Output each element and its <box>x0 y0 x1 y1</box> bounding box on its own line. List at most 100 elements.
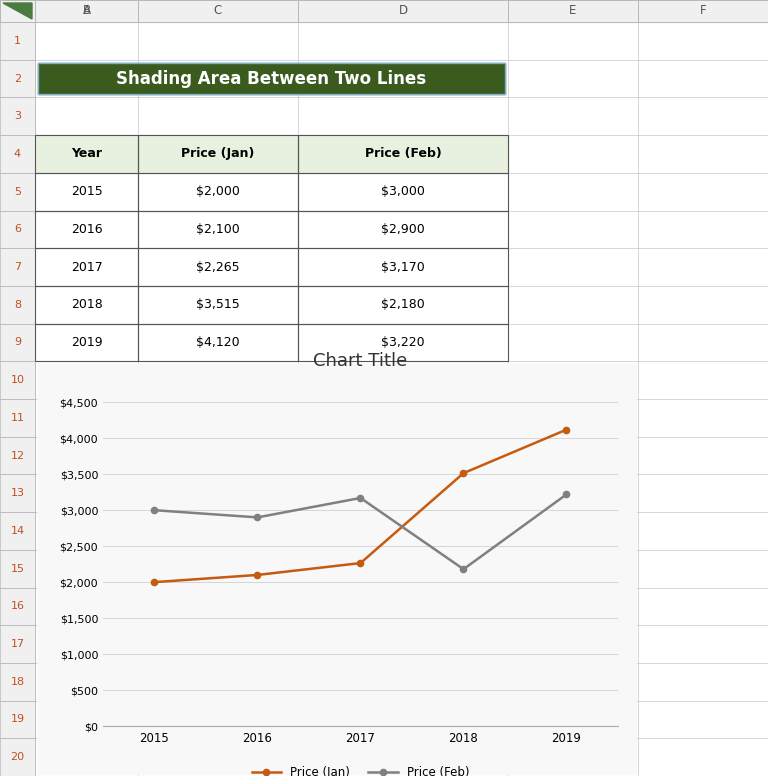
Text: Year: Year <box>71 147 102 161</box>
Text: A: A <box>82 5 91 18</box>
Bar <box>38 364 636 774</box>
Bar <box>0 135 35 173</box>
Bar <box>638 0 768 22</box>
Bar <box>0 286 35 324</box>
Bar <box>0 587 35 625</box>
Text: 10: 10 <box>11 375 25 385</box>
Bar <box>0 22 35 60</box>
Bar <box>0 173 35 210</box>
Bar <box>0 701 35 738</box>
Bar <box>0 663 35 701</box>
Bar <box>35 135 138 173</box>
Price (Jan) <box>356 559 365 568</box>
Text: 17: 17 <box>11 639 25 649</box>
Bar <box>138 248 298 286</box>
Bar <box>0 210 35 248</box>
Text: 2019: 2019 <box>71 336 102 349</box>
Bar <box>0 437 35 474</box>
Legend: Price (Jan), Price (Feb): Price (Jan), Price (Feb) <box>247 762 474 776</box>
Bar <box>298 0 508 22</box>
Price (Feb) <box>459 564 468 573</box>
Bar <box>35 173 138 210</box>
Bar <box>0 0 768 22</box>
Text: 12: 12 <box>11 451 25 460</box>
Bar <box>298 324 508 362</box>
Bar <box>0 474 35 512</box>
Bar <box>298 248 508 286</box>
Bar <box>508 0 638 22</box>
Price (Feb) <box>253 513 262 522</box>
Text: $2,900: $2,900 <box>381 223 425 236</box>
Price (Jan) <box>459 469 468 478</box>
Text: 2015: 2015 <box>71 185 102 198</box>
Text: Shading Area Between Two Lines: Shading Area Between Two Lines <box>117 70 426 88</box>
Bar <box>35 210 138 248</box>
Bar <box>298 248 508 286</box>
Bar <box>38 63 505 95</box>
Line: Price (Feb): Price (Feb) <box>151 491 570 573</box>
Bar <box>138 135 298 173</box>
Bar <box>0 324 35 362</box>
Text: 9: 9 <box>14 338 21 348</box>
Text: 2017: 2017 <box>71 261 102 274</box>
Bar <box>35 324 138 362</box>
Bar <box>298 210 508 248</box>
Price (Jan) <box>562 425 571 435</box>
Price (Feb) <box>562 490 571 499</box>
Text: 4: 4 <box>14 149 21 159</box>
Bar <box>35 324 138 362</box>
Text: 2016: 2016 <box>71 223 102 236</box>
Price (Feb) <box>356 494 365 503</box>
Bar <box>298 286 508 324</box>
Bar <box>138 135 298 173</box>
Bar <box>138 286 298 324</box>
Bar <box>0 324 35 362</box>
Bar <box>298 324 508 362</box>
Bar <box>298 135 508 173</box>
Text: 18: 18 <box>11 677 25 687</box>
Text: E: E <box>569 5 577 18</box>
Price (Feb) <box>150 505 159 514</box>
Bar <box>35 286 138 324</box>
Bar <box>0 98 35 135</box>
Text: 7: 7 <box>14 262 21 272</box>
Text: 19: 19 <box>11 715 25 725</box>
Bar <box>0 587 35 625</box>
Text: 11: 11 <box>11 413 25 423</box>
Text: 5: 5 <box>14 187 21 196</box>
Text: 14: 14 <box>11 526 25 536</box>
Text: 15: 15 <box>11 563 25 573</box>
Text: 2: 2 <box>14 74 21 84</box>
Text: 13: 13 <box>11 488 25 498</box>
Price (Jan) <box>253 570 262 580</box>
Bar <box>0 625 35 663</box>
Bar <box>35 0 138 22</box>
Bar <box>0 248 35 286</box>
Bar <box>35 248 138 286</box>
Bar <box>298 210 508 248</box>
Bar <box>298 135 508 173</box>
Text: Price (Jan): Price (Jan) <box>181 147 255 161</box>
Text: F: F <box>700 5 707 18</box>
Text: D: D <box>399 5 408 18</box>
Text: $3,170: $3,170 <box>381 261 425 274</box>
Bar <box>0 248 35 286</box>
Bar <box>298 173 508 210</box>
Text: B: B <box>82 5 91 18</box>
Title: Chart Title: Chart Title <box>313 352 408 370</box>
Text: 1: 1 <box>14 36 21 46</box>
Bar <box>0 663 35 701</box>
Text: $2,000: $2,000 <box>196 185 240 198</box>
Bar <box>35 135 138 173</box>
Text: 8: 8 <box>14 300 21 310</box>
Text: 6: 6 <box>14 224 21 234</box>
Text: C: C <box>214 5 222 18</box>
Bar <box>35 210 138 248</box>
Bar <box>0 738 35 776</box>
Bar <box>0 437 35 474</box>
Bar <box>0 362 35 399</box>
Bar <box>0 286 35 324</box>
Bar <box>0 701 35 738</box>
Bar <box>138 248 298 286</box>
Bar <box>35 286 138 324</box>
